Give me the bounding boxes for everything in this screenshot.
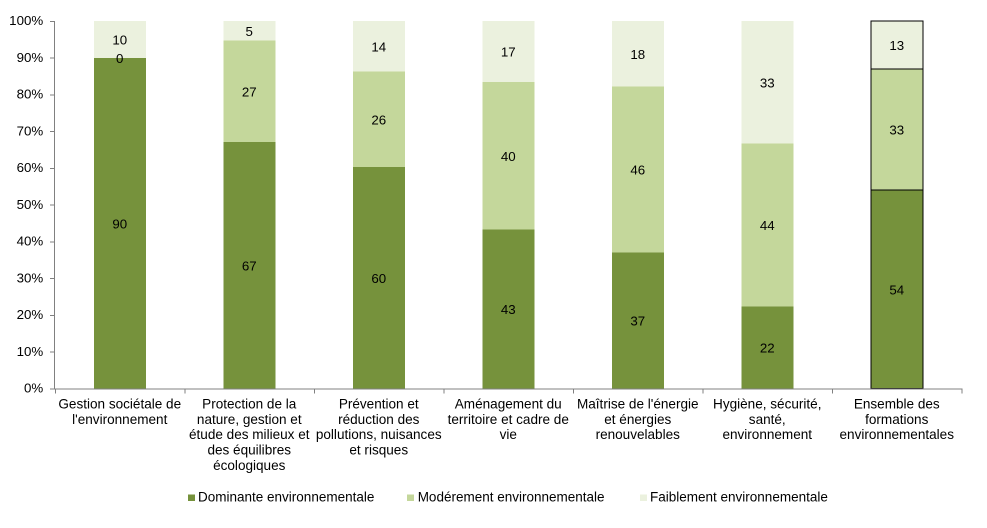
svg-text:44: 44 — [760, 218, 775, 233]
svg-text:écologiques: écologiques — [213, 458, 286, 473]
svg-text:22: 22 — [760, 341, 775, 356]
svg-text:pollutions, nuisances: pollutions, nuisances — [316, 427, 442, 442]
svg-text:60%: 60% — [17, 160, 44, 175]
svg-text:54: 54 — [889, 282, 904, 297]
svg-text:33: 33 — [889, 123, 904, 138]
svg-text:18: 18 — [630, 47, 645, 62]
svg-text:0%: 0% — [24, 381, 43, 396]
svg-text:33: 33 — [760, 75, 775, 90]
svg-text:l'environnement: l'environnement — [72, 412, 167, 427]
svg-text:Gestion sociétale de: Gestion sociétale de — [58, 396, 181, 411]
svg-text:renouvelables: renouvelables — [596, 427, 681, 442]
svg-text:territoire et cadre de: territoire et cadre de — [448, 412, 569, 427]
svg-text:Protection de la: Protection de la — [202, 396, 297, 411]
svg-text:Dominante environnementale: Dominante environnementale — [198, 489, 374, 504]
svg-text:13: 13 — [889, 38, 904, 53]
svg-text:67: 67 — [242, 258, 257, 273]
svg-text:80%: 80% — [17, 87, 44, 102]
svg-text:100%: 100% — [9, 13, 43, 28]
svg-text:Modérement environnementale: Modérement environnementale — [418, 489, 605, 504]
svg-text:Aménagement du: Aménagement du — [455, 396, 562, 411]
svg-text:17: 17 — [501, 45, 516, 60]
svg-text:réduction des: réduction des — [338, 412, 420, 427]
svg-text:70%: 70% — [17, 123, 44, 138]
svg-text:43: 43 — [501, 302, 516, 317]
svg-text:10: 10 — [112, 33, 127, 48]
svg-text:Prévention et: Prévention et — [339, 396, 419, 411]
svg-text:10%: 10% — [17, 344, 44, 359]
svg-text:nature, gestion et: nature, gestion et — [197, 412, 302, 427]
svg-text:Faiblement environnementale: Faiblement environnementale — [650, 489, 828, 504]
svg-text:des équilibres: des équilibres — [207, 443, 291, 458]
svg-text:formations: formations — [865, 412, 928, 427]
svg-text:et risques: et risques — [349, 443, 408, 458]
svg-text:Hygiène, sécurité,: Hygiène, sécurité, — [713, 396, 821, 411]
svg-text:90: 90 — [112, 216, 127, 231]
svg-text:Ensemble des: Ensemble des — [854, 396, 940, 411]
svg-text:Maîtrise de l'énergie: Maîtrise de l'énergie — [577, 396, 699, 411]
svg-text:90%: 90% — [17, 50, 44, 65]
svg-text:26: 26 — [371, 112, 386, 127]
svg-text:27: 27 — [242, 84, 257, 99]
svg-text:37: 37 — [630, 314, 645, 329]
svg-text:46: 46 — [630, 163, 645, 178]
svg-text:environnement: environnement — [722, 427, 812, 442]
svg-text:et énergies: et énergies — [604, 412, 671, 427]
svg-text:santé,: santé, — [749, 412, 786, 427]
svg-text:60: 60 — [371, 271, 386, 286]
svg-text:40: 40 — [501, 149, 516, 164]
svg-text:30%: 30% — [17, 270, 44, 285]
svg-text:40%: 40% — [17, 234, 44, 249]
svg-text:étude des milieux et: étude des milieux et — [189, 427, 310, 442]
svg-text:20%: 20% — [17, 307, 44, 322]
svg-text:vie: vie — [500, 427, 517, 442]
svg-text:environnementales: environnementales — [840, 427, 955, 442]
svg-text:50%: 50% — [17, 197, 44, 212]
svg-text:14: 14 — [371, 39, 386, 54]
svg-text:0: 0 — [116, 51, 123, 66]
svg-text:5: 5 — [246, 24, 253, 39]
